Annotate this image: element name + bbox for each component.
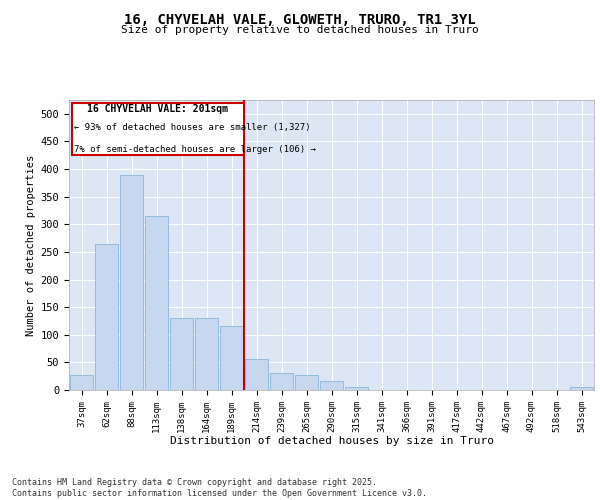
Bar (95, 244, 118, 390)
FancyBboxPatch shape (71, 103, 244, 155)
Bar (170, 318, 193, 390)
Bar (269, 374, 293, 390)
X-axis label: Distribution of detached houses by size in Truro: Distribution of detached houses by size … (170, 436, 493, 446)
Bar (194, 318, 218, 390)
Text: Contains HM Land Registry data © Crown copyright and database right 2025.
Contai: Contains HM Land Registry data © Crown c… (12, 478, 427, 498)
Bar (295, 375, 319, 390)
Text: ← 93% of detached houses are smaller (1,327): ← 93% of detached houses are smaller (1,… (74, 123, 311, 132)
Bar (569, 387, 593, 390)
Y-axis label: Number of detached properties: Number of detached properties (26, 154, 37, 336)
Text: Size of property relative to detached houses in Truro: Size of property relative to detached ho… (121, 25, 479, 35)
Bar (70, 375, 94, 390)
Text: 16 CHYVELAH VALE: 201sqm: 16 CHYVELAH VALE: 201sqm (87, 104, 228, 115)
Text: 16, CHYVELAH VALE, GLOWETH, TRURO, TR1 3YL: 16, CHYVELAH VALE, GLOWETH, TRURO, TR1 3… (124, 12, 476, 26)
Bar (119, 174, 143, 390)
Bar (220, 326, 244, 390)
Bar (145, 216, 169, 390)
Bar (320, 380, 343, 390)
Text: 7% of semi-detached houses are larger (106) →: 7% of semi-detached houses are larger (1… (74, 145, 316, 154)
Bar (245, 358, 268, 390)
Bar (344, 387, 368, 390)
